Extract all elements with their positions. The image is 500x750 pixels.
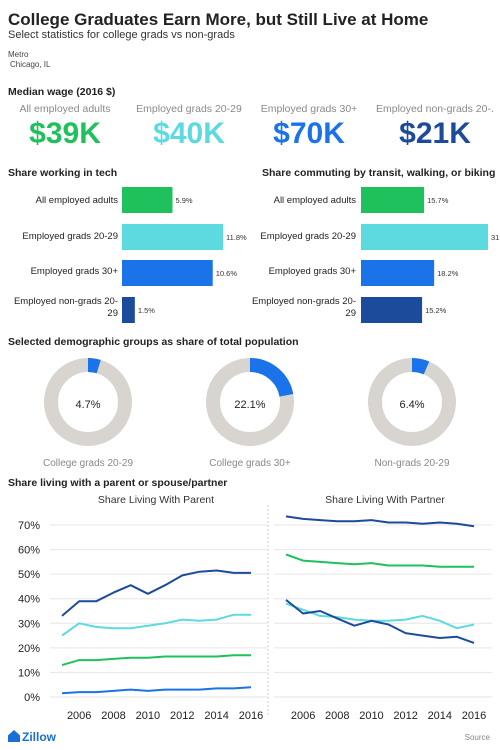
x-tick-label: 2012 [170, 710, 194, 722]
y-tick-label: 70% [18, 520, 40, 532]
line-section-title: Share living with a parent or spouse/par… [8, 477, 228, 489]
commute-bar [361, 224, 488, 250]
x-tick-label: 2016 [239, 710, 263, 722]
y-tick-label: 30% [18, 618, 40, 630]
wage-label-grads-30: Employed grads 30+ [260, 103, 358, 115]
series-line [285, 553, 474, 568]
tech-bar-value: 10.6% [216, 269, 238, 278]
x-tick-label: 2006 [291, 710, 315, 722]
x-tick-label: 2010 [359, 710, 383, 722]
panel-title-partner: Share Living With Partner [325, 494, 445, 506]
donut-slice [249, 358, 294, 397]
commute-bar [361, 260, 435, 286]
wage-value-grads-20-29: $40K [153, 117, 225, 150]
commute-bar [361, 297, 423, 323]
zillow-logo: Zillow [8, 730, 56, 744]
x-tick-label: 2006 [67, 710, 91, 722]
wage-value-all: $39K [29, 117, 101, 150]
wage-value-nongrads: $21K [399, 117, 471, 150]
tech-bar-label: Employed grads 20-29 [22, 231, 118, 242]
tech-chart-title: Share working in tech [8, 167, 118, 179]
y-tick-label: 40% [18, 594, 40, 606]
tech-bar-label: All employed adults [35, 195, 118, 206]
donut-value: 22.1% [234, 399, 266, 411]
donut-label: Non-grads 20-29 [374, 458, 450, 469]
tech-bar [122, 224, 223, 250]
zillow-logo-icon [8, 730, 20, 742]
donut-label: College grads 30+ [209, 458, 291, 469]
commute-bar-value: 15.2% [425, 306, 447, 315]
donut-value: 4.7% [75, 399, 101, 411]
tech-bar [122, 297, 135, 323]
series-line [61, 654, 251, 667]
series-line [61, 569, 251, 617]
y-tick-label: 20% [18, 643, 40, 655]
donut-label: College grads 20-29 [42, 458, 134, 469]
x-tick-label: 2014 [204, 710, 228, 722]
donut-slice [411, 358, 430, 375]
series-line [285, 602, 475, 630]
y-tick-label: 10% [18, 667, 40, 679]
donut-value: 6.4% [399, 399, 425, 411]
series-line [285, 515, 475, 528]
page-subtitle: Select statistics for college grads vs n… [8, 29, 235, 41]
x-tick-label: 2012 [393, 710, 417, 722]
x-tick-label: 2008 [325, 710, 349, 722]
y-tick-label: 60% [18, 545, 40, 557]
donut-slice [87, 358, 101, 374]
source-link[interactable]: Source [464, 733, 490, 742]
commute-bar-label: Employed grads 20-29 [260, 231, 356, 242]
page-title: College Graduates Earn More, but Still L… [8, 10, 429, 29]
series-line [61, 686, 252, 695]
x-tick-label: 2010 [136, 710, 160, 722]
series-line [285, 599, 475, 644]
commute-bar-label: Employed non-grads 20-29 [251, 296, 356, 319]
tech-bar-label: Employed grads 30+ [30, 266, 118, 277]
line-charts: 0% 10% 20% 30% 40% 50% 60% 70% 2006 2008 2010 2012 2… [18, 505, 492, 722]
commute-bar-label: Employed grads 30+ [268, 266, 356, 277]
commute-chart-title: Share commuting by transit, walking, or … [262, 167, 496, 179]
y-tick-label: 0% [24, 692, 40, 704]
series-line [61, 613, 251, 637]
tech-bar-value: 11.8% [226, 233, 247, 242]
tech-bar [122, 260, 213, 286]
wage-section-title: Median wage (2016 $) [8, 86, 116, 98]
commute-bar-value: 15.7% [427, 196, 449, 205]
tech-bar [122, 187, 173, 213]
donut-section-title: Selected demographic groups as share of … [8, 336, 299, 348]
region-name: Chicago, IL [10, 60, 51, 69]
commute-bar [361, 187, 425, 213]
zillow-brand-text: Zillow [22, 730, 56, 744]
tech-bar-value: 1.5% [138, 306, 155, 315]
wage-label-nongrads: Employed non-grads 20-... [376, 103, 494, 115]
panel-title-parent: Share Living With Parent [97, 494, 215, 506]
x-tick-label: 2016 [462, 710, 486, 722]
region-level: Metro [8, 50, 29, 59]
commute-bar-label: All employed adults [273, 195, 356, 206]
wage-label-grads-20-29: Employed grads 20-29 [136, 103, 242, 115]
wage-value-grads-30: $70K [273, 117, 345, 150]
wage-label-all: All employed adults [19, 103, 111, 115]
commute-bar-value: 18.2% [437, 269, 459, 278]
tech-bar-label: Employed non-grads 20-29 [13, 296, 118, 319]
x-tick-label: 2008 [101, 710, 125, 722]
x-tick-label: 2014 [428, 710, 452, 722]
tech-bar-value: 5.9% [176, 196, 193, 205]
bar-charts: 5.9% 11.8% 10.6% 1.5% 15.7% 31.6% 18.2% 15.2% [122, 187, 500, 323]
y-tick-label: 50% [18, 569, 40, 581]
donut-charts [44, 358, 456, 446]
commute-bar-value: 31.6% [491, 233, 500, 242]
